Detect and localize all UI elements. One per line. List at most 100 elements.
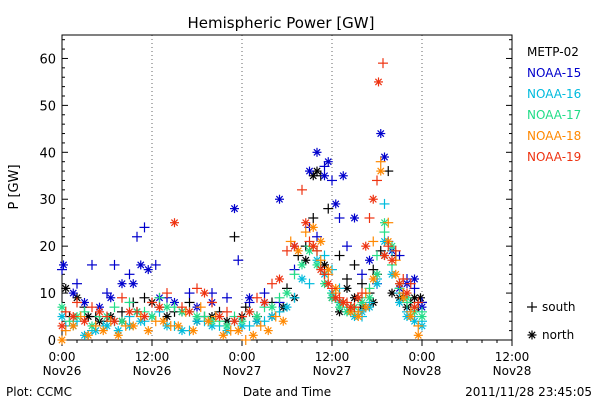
data-point-north [106,293,116,303]
data-point-south [64,316,75,327]
data-point-north [177,326,187,336]
data-point-north [293,246,303,256]
data-point-south [192,283,202,294]
data-point-south [398,274,409,284]
data-point-north [391,269,401,279]
data-point-north [380,251,389,261]
data-point-north [136,260,146,270]
y-tick-label: 20 [39,240,56,255]
data-point-south [390,245,401,256]
data-point-south [240,335,251,345]
data-point-south [124,297,135,308]
data-point-north [57,312,67,322]
data-point-south [90,320,101,331]
data-point-south [289,292,300,303]
data-point-north [185,307,194,317]
legend-entry: NOAA-17 [527,108,581,122]
x-tick-time: 0:00 [229,350,256,364]
data-point-south [319,269,330,280]
data-point-north [417,312,427,322]
data-point-south [274,292,285,303]
data-point-south [233,255,244,266]
data-point-south [195,302,206,313]
data-point-north [331,199,341,209]
data-point-north [323,157,333,167]
data-point-north [143,326,153,336]
data-point-north [387,255,397,265]
data-point-north [410,302,419,312]
y-tick-label: 10 [39,287,56,302]
data-point-north [282,302,292,312]
chart-title: Hemispheric Power [GW] [188,14,375,32]
data-point-north [57,302,67,312]
data-point-south [267,278,277,289]
data-point-north [203,316,213,326]
data-point-south [308,213,319,223]
data-point-south [139,292,150,303]
data-point-north [282,288,292,298]
data-point-north [278,316,288,326]
data-point-south [222,306,232,317]
y-tick-label: 0 [48,334,56,349]
data-point-south [383,217,394,228]
footer-left: Plot: CCMC [6,385,72,399]
data-point-north [158,316,168,326]
data-point-south [368,236,379,247]
x-tick-time: 12:00 [495,350,530,364]
data-point-north [110,316,119,326]
data-point-south [147,297,157,308]
data-point-south [289,269,300,280]
data-point-south [162,288,172,299]
data-point-north [233,326,243,336]
data-point-north [290,241,299,251]
data-point-north [372,279,382,289]
y-tick-label: 40 [39,146,56,161]
data-point-north [308,222,318,232]
data-point-south [229,231,240,242]
data-point-north [102,321,112,331]
data-point-north [353,293,363,303]
data-point-north [267,302,277,312]
x-tick-time: 0:00 [49,350,76,364]
data-point-south [379,198,390,209]
data-point-south [342,241,352,252]
data-point-south [237,311,247,322]
data-point-north [252,312,262,322]
x-tick-time: 0:00 [409,350,436,364]
data-point-north [113,330,123,340]
data-point-north [361,302,371,312]
data-point-north [350,213,359,223]
data-point-north [128,321,138,331]
data-point-south [334,213,345,223]
data-point-south [270,311,281,322]
data-point-south [60,306,71,317]
data-point-north [410,274,419,284]
data-point-north [365,293,374,303]
marker-legend-symbol [527,330,537,340]
data-point-north [316,265,326,275]
x-tick-date: Nov26 [133,364,172,378]
data-point-north [335,302,344,312]
data-point-north [162,312,172,322]
data-point-north [263,326,273,336]
data-point-south [323,203,334,214]
data-point-north [376,129,386,139]
data-point-north [301,218,311,228]
data-point-north [342,283,352,293]
data-point-south [383,241,394,252]
data-point-north [128,279,138,289]
data-point-north [331,293,341,303]
data-point-north [357,297,367,307]
data-point-south [285,236,296,247]
data-point-south [405,278,416,289]
data-point-south [304,278,315,289]
data-point-north [125,307,134,317]
data-point-north [68,312,78,322]
data-point-south [252,292,262,303]
data-point-north [312,260,322,270]
data-point-south [342,274,352,284]
data-point-north [83,330,93,340]
data-point-north [395,279,404,289]
data-point-north [413,330,423,340]
